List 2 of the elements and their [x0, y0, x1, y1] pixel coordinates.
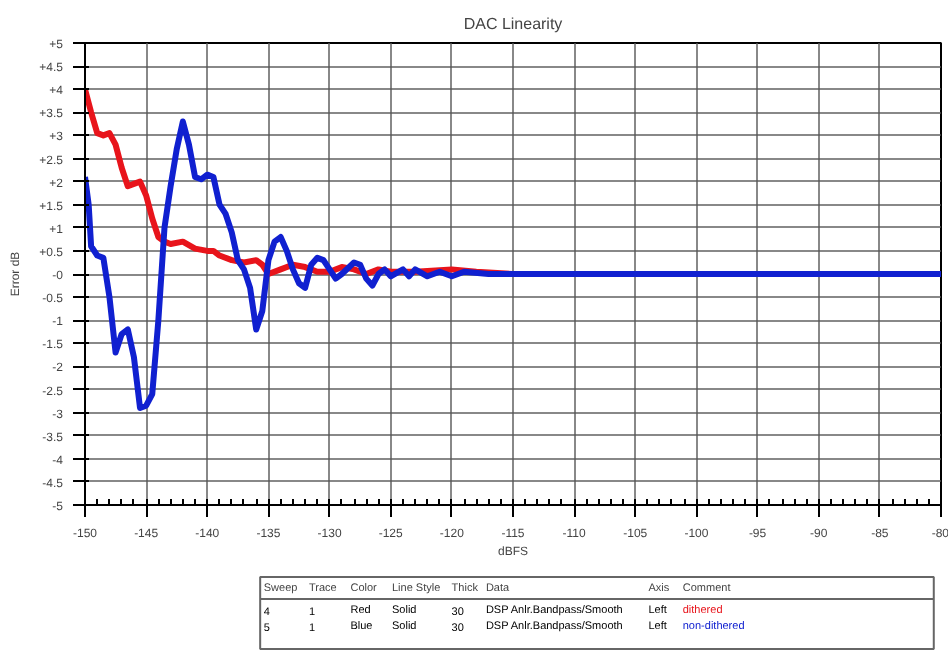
chart-title: DAC Linearity — [463, 15, 563, 33]
line-series — [85, 118, 941, 411]
